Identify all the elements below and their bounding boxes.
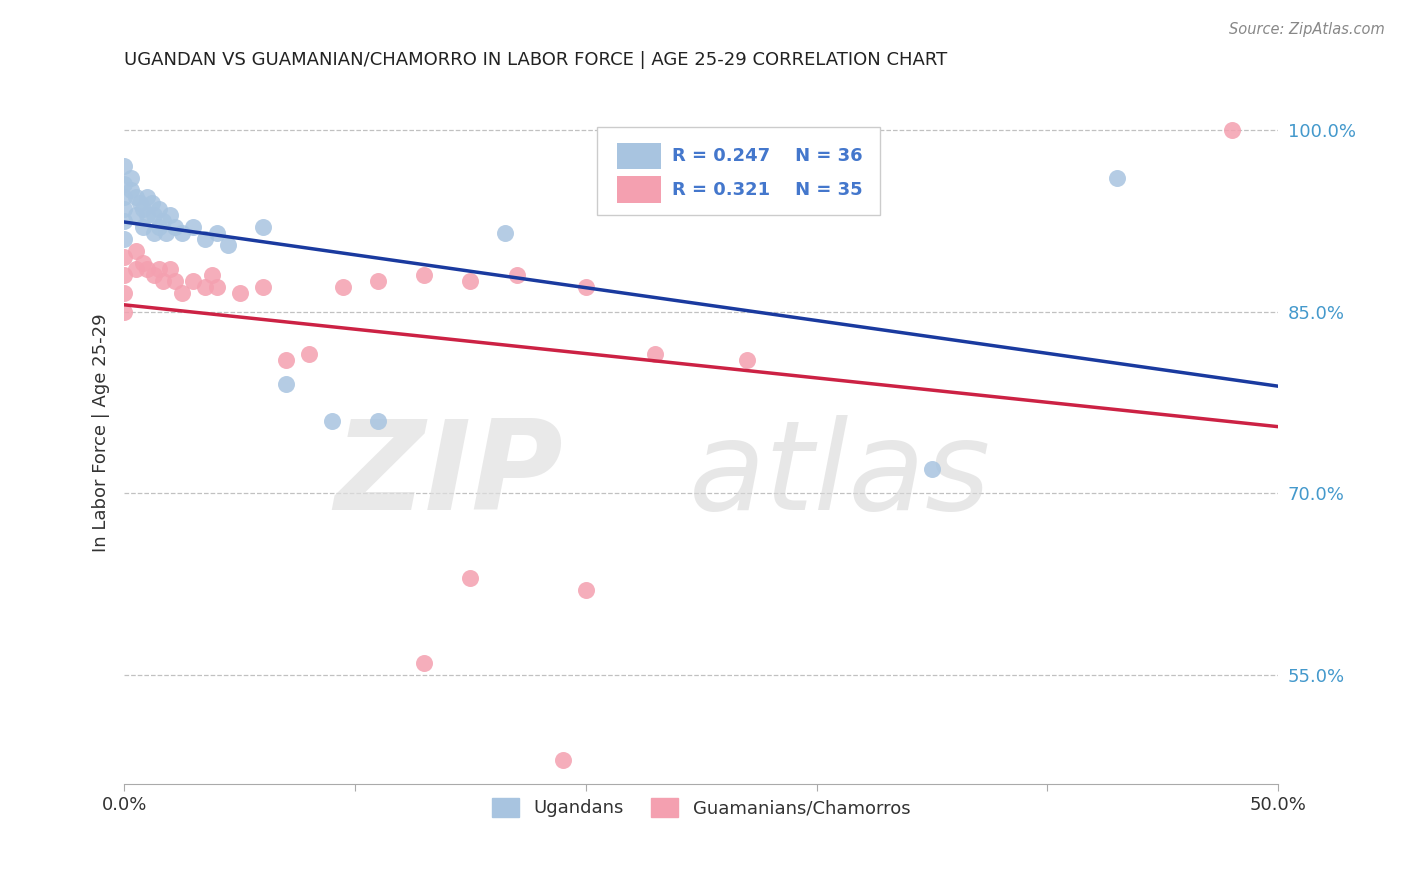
- Point: [298, 347, 321, 361]
- Point: [148, 219, 170, 234]
- Point: [136, 208, 159, 222]
- Point: [112, 202, 135, 216]
- Point: [129, 195, 152, 210]
- Text: Source: ZipAtlas.com: Source: ZipAtlas.com: [1229, 22, 1385, 37]
- Text: atlas: atlas: [689, 415, 991, 535]
- Point: [112, 304, 135, 318]
- Point: [1220, 123, 1243, 137]
- Point: [494, 226, 516, 240]
- Point: [194, 280, 217, 294]
- Point: [1105, 171, 1128, 186]
- FancyBboxPatch shape: [617, 177, 661, 203]
- Point: [143, 268, 166, 283]
- FancyBboxPatch shape: [598, 127, 880, 215]
- Point: [228, 286, 250, 301]
- Point: [205, 280, 228, 294]
- Point: [183, 219, 205, 234]
- Point: [120, 171, 142, 186]
- Point: [148, 202, 170, 216]
- Point: [170, 226, 193, 240]
- Point: [131, 256, 153, 270]
- Point: [131, 202, 153, 216]
- Point: [112, 268, 135, 283]
- Text: R = 0.247    N = 36: R = 0.247 N = 36: [672, 147, 863, 165]
- Text: R = 0.321    N = 35: R = 0.321 N = 35: [672, 180, 863, 199]
- Point: [367, 274, 389, 288]
- Point: [252, 280, 274, 294]
- Point: [159, 208, 181, 222]
- Point: [575, 280, 598, 294]
- Point: [551, 753, 574, 767]
- Point: [194, 232, 217, 246]
- Point: [125, 189, 148, 203]
- Point: [413, 268, 436, 283]
- Point: [152, 213, 174, 227]
- Text: UGANDAN VS GUAMANIAN/CHAMORRO IN LABOR FORCE | AGE 25-29 CORRELATION CHART: UGANDAN VS GUAMANIAN/CHAMORRO IN LABOR F…: [124, 51, 948, 69]
- Point: [143, 226, 166, 240]
- Point: [112, 213, 135, 227]
- Point: [131, 219, 153, 234]
- Point: [112, 159, 135, 173]
- Point: [332, 280, 354, 294]
- Point: [505, 268, 527, 283]
- Point: [159, 262, 181, 277]
- Point: [205, 226, 228, 240]
- Legend: Ugandans, Guamanians/Chamorros: Ugandans, Guamanians/Chamorros: [485, 791, 918, 824]
- Point: [274, 353, 297, 368]
- Point: [183, 274, 205, 288]
- Point: [136, 189, 159, 203]
- Point: [112, 178, 135, 192]
- Point: [112, 189, 135, 203]
- Point: [321, 414, 343, 428]
- Point: [163, 274, 186, 288]
- Point: [737, 353, 759, 368]
- Point: [217, 238, 239, 252]
- Point: [112, 286, 135, 301]
- Point: [163, 219, 186, 234]
- Point: [644, 347, 666, 361]
- Point: [152, 274, 174, 288]
- Point: [921, 462, 943, 476]
- Point: [120, 184, 142, 198]
- Point: [125, 208, 148, 222]
- Point: [125, 244, 148, 258]
- Point: [460, 274, 482, 288]
- Y-axis label: In Labor Force | Age 25-29: In Labor Force | Age 25-29: [93, 314, 110, 552]
- Point: [274, 377, 297, 392]
- Point: [136, 262, 159, 277]
- Point: [112, 232, 135, 246]
- Point: [143, 208, 166, 222]
- Point: [155, 226, 177, 240]
- Point: [170, 286, 193, 301]
- Point: [112, 250, 135, 264]
- Point: [575, 583, 598, 598]
- Point: [148, 262, 170, 277]
- Point: [141, 195, 163, 210]
- FancyBboxPatch shape: [617, 143, 661, 169]
- Point: [460, 571, 482, 585]
- Point: [252, 219, 274, 234]
- Point: [367, 414, 389, 428]
- Text: ZIP: ZIP: [335, 415, 562, 535]
- Point: [125, 262, 148, 277]
- Point: [201, 268, 224, 283]
- Point: [413, 657, 436, 671]
